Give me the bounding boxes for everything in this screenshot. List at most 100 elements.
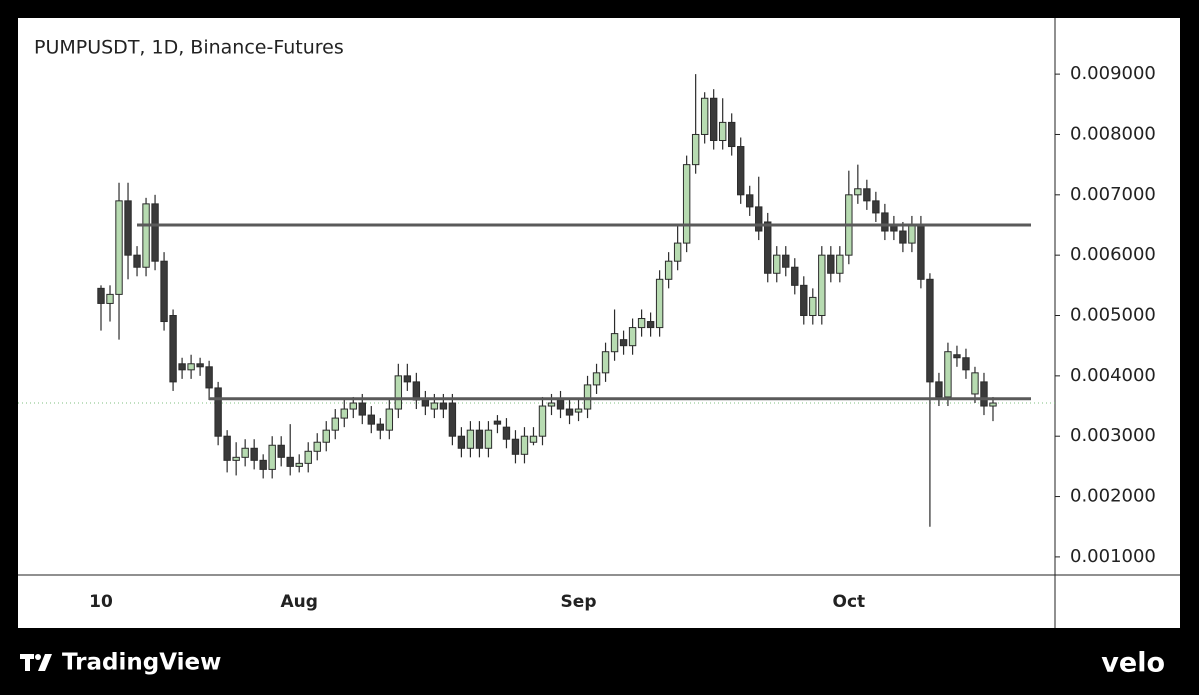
candle-body bbox=[773, 254, 781, 274]
candle-body bbox=[610, 333, 619, 353]
tv-logo bbox=[20, 654, 52, 671]
candle-body bbox=[664, 260, 673, 280]
candle-body bbox=[619, 339, 628, 347]
candle-body bbox=[421, 399, 430, 407]
candle-body bbox=[637, 318, 646, 329]
candle-body bbox=[403, 375, 412, 383]
candle-body bbox=[827, 254, 835, 274]
candle-body bbox=[331, 417, 339, 431]
candle-body bbox=[205, 366, 213, 389]
candle-body bbox=[313, 441, 321, 452]
candle-body bbox=[917, 224, 925, 280]
candle-body bbox=[268, 444, 276, 470]
candle-body bbox=[565, 408, 574, 416]
x-tick-label: Oct bbox=[833, 592, 866, 612]
candle-body bbox=[809, 296, 817, 317]
y-tick-label: 0.001000 bbox=[1070, 546, 1156, 567]
candle-body bbox=[214, 387, 222, 437]
candle-body bbox=[899, 230, 907, 244]
candle-body bbox=[286, 456, 294, 467]
y-tick-label: 0.004000 bbox=[1070, 365, 1156, 386]
candle-body bbox=[439, 402, 448, 410]
candle-body bbox=[529, 435, 538, 443]
candle-body bbox=[628, 327, 637, 347]
branding: TradingView bbox=[62, 650, 221, 676]
source: velo bbox=[1101, 648, 1165, 679]
candle-body bbox=[881, 212, 889, 232]
y-tick-label: 0.007000 bbox=[1070, 184, 1156, 205]
candle-body bbox=[466, 429, 475, 449]
candle-body bbox=[376, 423, 385, 431]
candle-body bbox=[872, 200, 880, 214]
candle-body bbox=[673, 242, 682, 262]
candle-body bbox=[944, 351, 952, 398]
candle-body bbox=[709, 97, 718, 142]
candle-body bbox=[935, 381, 943, 398]
candle-body bbox=[511, 438, 520, 455]
candle-body bbox=[259, 459, 267, 470]
chart-panel bbox=[18, 18, 1180, 628]
candle-body bbox=[151, 203, 159, 262]
candle-body bbox=[394, 375, 403, 410]
candle-body bbox=[97, 287, 105, 304]
candle-body bbox=[700, 97, 709, 135]
candle-body bbox=[989, 402, 997, 407]
candle-body bbox=[980, 381, 988, 407]
candle-body bbox=[178, 363, 186, 371]
candle-body bbox=[322, 429, 330, 443]
candle-body bbox=[655, 278, 664, 329]
candle-body bbox=[475, 429, 484, 449]
candle-body bbox=[646, 321, 655, 329]
candle-body bbox=[106, 293, 114, 304]
y-tick-label: 0.008000 bbox=[1070, 123, 1156, 144]
candle-body bbox=[493, 420, 502, 425]
candle-body bbox=[737, 146, 745, 196]
candle-body bbox=[926, 278, 934, 383]
candle-body bbox=[971, 372, 979, 395]
candle-body bbox=[782, 254, 790, 268]
x-tick-label: 10 bbox=[89, 592, 113, 612]
y-tick-label: 0.009000 bbox=[1070, 63, 1156, 84]
candle-body bbox=[448, 402, 457, 437]
candle-body bbox=[223, 435, 231, 461]
candle-body bbox=[764, 221, 772, 274]
candle-body bbox=[691, 133, 700, 166]
candle-body bbox=[277, 444, 285, 458]
candle-body bbox=[953, 354, 961, 359]
candle-body bbox=[836, 254, 844, 274]
candle-body bbox=[592, 372, 601, 386]
candle-body bbox=[115, 200, 123, 295]
candle-body bbox=[755, 206, 763, 232]
x-tick-label: Aug bbox=[281, 592, 318, 612]
candle-body bbox=[818, 254, 826, 317]
candle-body bbox=[358, 402, 366, 416]
candle-body bbox=[574, 408, 583, 413]
candle-body bbox=[556, 399, 565, 410]
candle-body bbox=[430, 402, 439, 410]
candle-body bbox=[682, 164, 691, 244]
candle-body bbox=[340, 408, 348, 419]
candle-body bbox=[538, 405, 547, 437]
candle-body bbox=[854, 188, 862, 196]
candle-body bbox=[142, 203, 150, 268]
y-tick-label: 0.006000 bbox=[1070, 244, 1156, 265]
candle-body bbox=[746, 194, 754, 208]
candle-body bbox=[863, 188, 871, 202]
candle-body bbox=[718, 121, 727, 142]
candle-body bbox=[728, 121, 736, 148]
candle-body bbox=[908, 224, 916, 244]
chart-title: PUMPUSDT, 1D, Binance-Futures bbox=[34, 37, 344, 59]
candle-body bbox=[250, 447, 258, 461]
candle-body bbox=[457, 435, 466, 449]
candle-body bbox=[196, 363, 204, 368]
candle-body bbox=[484, 429, 493, 449]
candle-body bbox=[349, 402, 357, 410]
candle-body bbox=[412, 381, 421, 401]
candle-body bbox=[547, 402, 556, 407]
candle-body bbox=[232, 456, 240, 461]
candle-body bbox=[133, 254, 141, 268]
candle-body bbox=[385, 408, 394, 431]
candle-body bbox=[601, 351, 610, 374]
y-tick-label: 0.005000 bbox=[1070, 305, 1156, 326]
